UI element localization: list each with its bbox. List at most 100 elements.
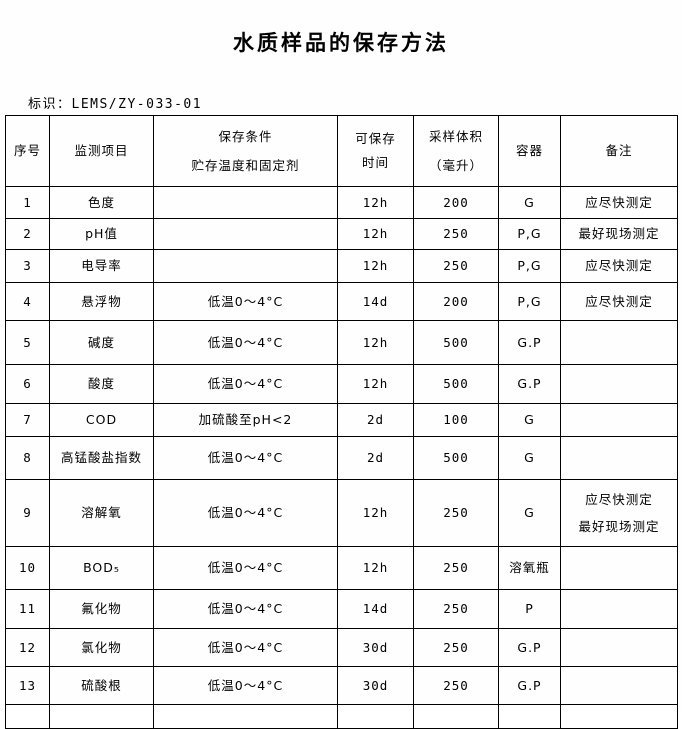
- cell-condition: 低温0～4°C: [153, 479, 338, 547]
- cell-remark: 应尽快测定 最好现场测定: [560, 479, 678, 547]
- table-row: 4 悬浮物 低温0～4°C 14d 200 P,G 应尽快测定: [5, 282, 678, 321]
- cell-condition: 低温0～4°C: [153, 666, 338, 705]
- cell-item: 溶解氧: [49, 479, 154, 547]
- cell-no: 5: [5, 320, 50, 365]
- header-condition: 保存条件 贮存温度和固定剂: [153, 115, 338, 187]
- cell-no: 10: [5, 546, 50, 590]
- doc-id: 标识：LEMS/ZY-033-01: [28, 97, 203, 112]
- header-container: 容器: [498, 115, 561, 187]
- cell-item: 硫酸根: [49, 666, 154, 705]
- header-row: 序号 监测项目 保存条件 贮存温度和固定剂 可保存时间 采样体积 （毫升）: [5, 115, 678, 187]
- cell-item: COD: [49, 403, 154, 437]
- cell-time: 30d: [337, 666, 414, 705]
- cell-condition: 加硫酸至pH<2: [153, 403, 338, 437]
- cell-no: 12: [5, 628, 50, 667]
- cell-container: G: [498, 403, 561, 437]
- cell-item: 高锰酸盐指数: [49, 436, 154, 480]
- cell-remark: [560, 436, 678, 480]
- header-volume: 采样体积 （毫升）: [413, 115, 499, 187]
- cell-time: 12h: [337, 249, 414, 283]
- cell-condition: [153, 218, 338, 250]
- cell-condition: 低温0～4°C: [153, 320, 338, 365]
- cell-time: 2d: [337, 403, 414, 437]
- cell-condition: 低温0～4°C: [153, 436, 338, 480]
- cell-time: 2d: [337, 436, 414, 480]
- cell-no: 8: [5, 436, 50, 480]
- table-row: 8 高锰酸盐指数 低温0～4°C 2d 500 G: [5, 436, 678, 480]
- cell-volume: 500: [413, 436, 499, 480]
- cell-time: 12h: [337, 546, 414, 590]
- cell-item: 色度: [49, 186, 154, 219]
- table-row: 12 氯化物 低温0～4°C 30d 250 G.P: [5, 628, 678, 667]
- cell-volume: 250: [413, 589, 499, 629]
- cell-no: 4: [5, 282, 50, 321]
- cell-no: 3: [5, 249, 50, 283]
- cell-volume: 250: [413, 218, 499, 250]
- cell-remark: 应尽快测定: [560, 186, 678, 219]
- header-no: 序号: [5, 115, 50, 187]
- cell-volume: [413, 704, 499, 729]
- cell-time: 12h: [337, 320, 414, 365]
- cell-remark: [560, 589, 678, 629]
- cell-remark: 应尽快测定: [560, 282, 678, 321]
- cell-condition: 低温0～4°C: [153, 282, 338, 321]
- cell-item: 氟化物: [49, 589, 154, 629]
- cell-remark: [560, 364, 678, 404]
- cell-no: 1: [5, 186, 50, 219]
- cell-time: 12h: [337, 218, 414, 250]
- cell-no: [5, 704, 50, 729]
- cell-time: 12h: [337, 364, 414, 404]
- cell-container: P,G: [498, 282, 561, 321]
- cell-container: G: [498, 436, 561, 480]
- cell-container: G: [498, 186, 561, 219]
- page-title: 水质样品的保存方法: [233, 31, 449, 55]
- cell-volume: 200: [413, 282, 499, 321]
- table-row: 10 BOD₅ 低温0～4°C 12h 250 溶氧瓶: [5, 546, 678, 590]
- cell-condition: [153, 704, 338, 729]
- cell-item: BOD₅: [49, 546, 154, 590]
- table-row-partial: [5, 704, 678, 729]
- cell-item: 酸度: [49, 364, 154, 404]
- cell-container: G.P: [498, 364, 561, 404]
- cell-volume: 250: [413, 666, 499, 705]
- cell-condition: 低温0～4°C: [153, 546, 338, 590]
- cell-item: pH值: [49, 218, 154, 250]
- header-condition-line1: 保存条件: [218, 129, 273, 144]
- cell-item: 电导率: [49, 249, 154, 283]
- header-volume-line1: 采样体积: [428, 129, 483, 144]
- cell-container: 溶氧瓶: [498, 546, 561, 590]
- cell-container: P: [498, 589, 561, 629]
- table-row: 1 色度 12h 200 G 应尽快测定: [5, 186, 678, 219]
- table-row: 6 酸度 低温0～4°C 12h 500 G.P: [5, 364, 678, 404]
- cell-no: 2: [5, 218, 50, 250]
- cell-remark: [560, 704, 678, 729]
- cell-volume: 250: [413, 479, 499, 547]
- header-volume-line2: （毫升）: [428, 157, 483, 173]
- cell-volume: 500: [413, 364, 499, 404]
- cell-remark: [560, 666, 678, 705]
- cell-volume: 250: [413, 628, 499, 667]
- cell-remark: 应尽快测定: [560, 249, 678, 283]
- table-row: 9 溶解氧 低温0～4°C 12h 250 G 应尽快测定 最好现场测定: [5, 479, 678, 547]
- cell-time: [337, 704, 414, 729]
- preservation-table: 序号 监测项目 保存条件 贮存温度和固定剂 可保存时间 采样体积 （毫升）: [5, 115, 678, 729]
- cell-time: 12h: [337, 186, 414, 219]
- cell-container: P,G: [498, 249, 561, 283]
- cell-remark: [560, 320, 678, 365]
- cell-volume: 250: [413, 546, 499, 590]
- cell-condition: [153, 249, 338, 283]
- cell-container: [498, 704, 561, 729]
- cell-condition: [153, 186, 338, 219]
- cell-no: 9: [5, 479, 50, 547]
- table-row: 5 碱度 低温0～4°C 12h 500 G.P: [5, 320, 678, 365]
- cell-condition: 低温0～4°C: [153, 628, 338, 667]
- cell-no: 11: [5, 589, 50, 629]
- cell-container: G.P: [498, 628, 561, 667]
- document-page: 水质样品的保存方法 标识：LEMS/ZY-033-01 序号 监测项目 保存条件…: [5, 31, 678, 729]
- table-row: 11 氟化物 低温0～4°C 14d 250 P: [5, 589, 678, 629]
- cell-time: 14d: [337, 282, 414, 321]
- cell-condition: 低温0～4°C: [153, 364, 338, 404]
- cell-time: 12h: [337, 479, 414, 547]
- cell-remark: [560, 403, 678, 437]
- cell-time: 14d: [337, 589, 414, 629]
